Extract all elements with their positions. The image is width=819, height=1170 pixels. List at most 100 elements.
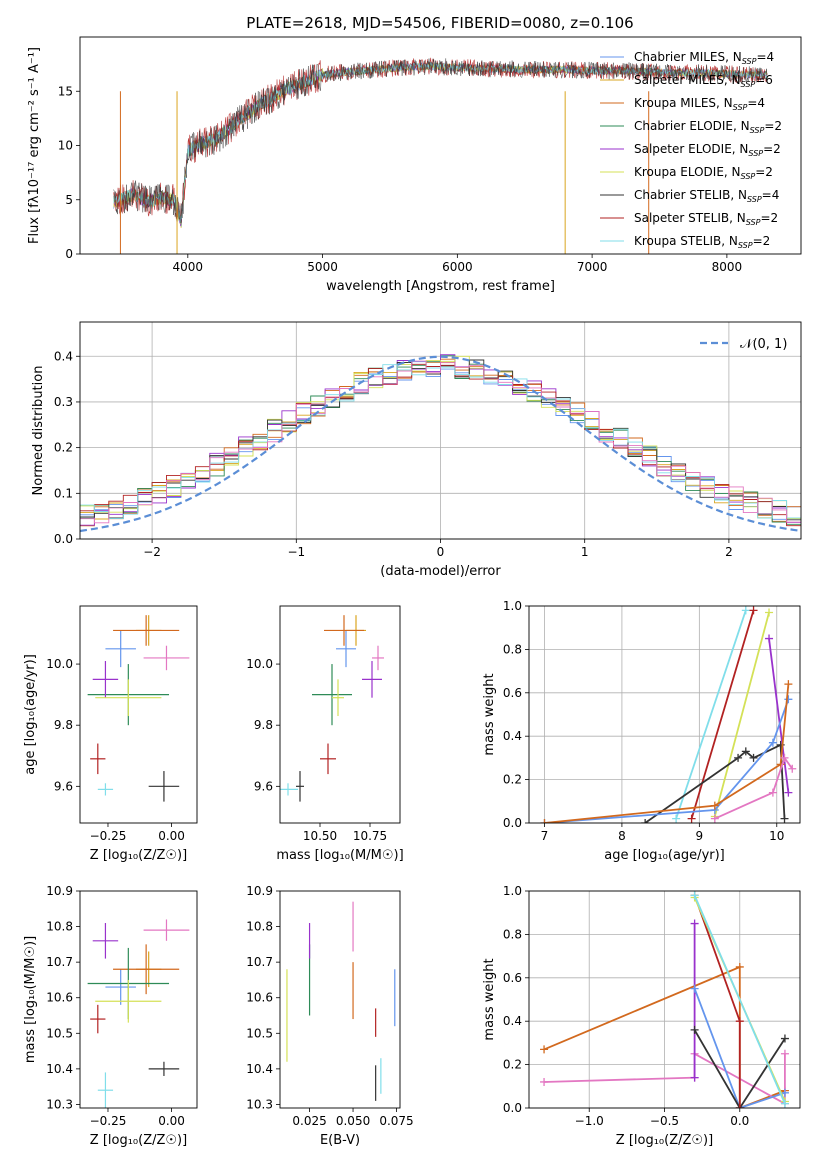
y-tick-label: 10.4 [46,1062,73,1076]
legend-label-sub: SSP [741,80,756,89]
y-tick-label: 9.6 [254,779,273,793]
error-bar-point [97,1072,114,1108]
weight-marker [672,814,681,823]
y-tick-label: 10.9 [246,884,273,898]
weight-marker [768,788,777,797]
x-axis-label: Z [log₁₀(Z/Z☉)] [90,1133,187,1148]
weight-marker [784,788,793,797]
y-tick-label: 0.8 [503,927,522,941]
x-tick-label: −2 [143,545,161,559]
weight-marker [780,1049,789,1058]
weight-marker [784,695,793,704]
y-tick-label: 0.1 [54,486,73,500]
legend-label-sub: SSP [738,241,753,250]
error-bar-point [113,944,180,995]
spectrum-line [113,58,768,224]
y-tick-label: 0.4 [503,1014,522,1028]
error-bar-point [148,771,180,802]
x-axis-label: E(B-V) [320,1133,360,1148]
legend-label-sub: SSP [746,218,761,227]
legend-label-text: Kroupa STELIB, N [634,234,738,248]
y-tick-label: 0 [65,247,73,261]
error-bar-point [92,923,119,959]
weight-line [693,894,786,1105]
panel-weight-vs-age: 7 8 9 10 0.0 0.2 0.4 0.6 0.8 1.0 age [log₁₀(age/yr… [482,599,801,863]
plot-frame [528,890,801,1109]
y-tick-label: 10.6 [46,991,73,1005]
y-tick-label: 0.2 [54,441,73,455]
legend-label: Salpeter MILES, NSSP=6 [634,73,773,89]
panel-mass-vs-Z: −0.25 0.00 10.3 10.4 10.5 10.6 10.7 10.8 10.9 Z [… [23,884,198,1148]
plot-area [80,354,801,533]
error-bar-point [148,1061,180,1076]
plot-area [280,615,384,802]
panel-residuals: −2 −1 0 1 2 0.0 0.1 0.2 0.3 0.4 (data-model)/error… [31,321,802,579]
error-bar-point [362,661,382,698]
legend-label-text: Chabrier STELIB, N [634,188,747,202]
x-tick-label: 8 [618,829,626,843]
legend-label-post: =4 [756,50,774,64]
plot-frame [79,321,802,540]
legend-label-text: Chabrier ELODIE, N [634,119,750,133]
y-axis-label: mass [log₁₀(M/M☉)] [23,936,38,1063]
x-tick-label: 8000 [712,260,743,274]
legend-label: Kroupa MILES, NSSP=4 [634,96,765,112]
error-bar-point [372,645,384,671]
y-tick-label: 10.5 [246,1026,273,1040]
weight-line [544,698,790,823]
x-tick-label: 10.75 [353,829,387,843]
y-tick-label: 0.0 [503,816,522,830]
legend-label-text: Kroupa MILES, N [634,96,733,110]
x-tick-label: −0.25 [90,1114,127,1128]
weight-marker [710,814,719,823]
x-tick-label: 7 [541,829,549,843]
y-tick-label: 10.8 [246,920,273,934]
y-axis-label: Normed distribution [31,366,46,496]
x-tick-label: 2 [725,545,733,559]
plot-area [286,901,396,1101]
y-tick-label: 0.4 [503,729,522,743]
y-tick-label: 10.9 [46,884,73,898]
panel-weight-vs-Z: −1.0 −0.5 0.0 0.0 0.2 0.4 0.6 0.8 1.0 Z [log₁₀(Z/… [482,884,801,1148]
error-bar-point [324,615,364,646]
y-tick-label: 10 [58,139,73,153]
x-tick-label: −0.5 [650,1114,679,1128]
error-bar-point [92,661,119,698]
y-tick-label: 10.7 [246,955,273,969]
legend-label-sub: SSP [733,103,748,112]
legend-label-text: Salpeter MILES, N [634,73,741,87]
y-tick-label: 10.5 [46,1026,73,1040]
y-tick-label: 10.6 [246,991,273,1005]
legend-label-post: =2 [764,119,782,133]
error-bar-point [113,615,180,646]
weight-marker [780,1034,789,1043]
histogram-step [80,360,801,524]
legend-label-sub: SSP [741,172,756,181]
error-bar-point [143,919,190,941]
error-bar-point [90,743,106,775]
plot-frame [528,605,801,824]
error-bar-point [105,969,136,1005]
y-tick-label: 0.6 [503,971,522,985]
weight-line [544,684,790,823]
weight-marker [765,634,774,643]
y-tick-label: 0.6 [503,686,522,700]
y-tick-label: 0.3 [54,395,73,409]
weight-marker [540,819,549,823]
x-axis-label: Z [log₁₀(Z/Z☉)] [616,1133,713,1148]
weight-marker [710,801,719,810]
weight-marker [749,606,758,615]
error-bar-point [143,645,190,671]
legend-label-text: Chabrier MILES, N [634,50,742,64]
plot-area [540,606,797,823]
weight-marker [780,814,789,823]
weight-marker [540,1045,549,1054]
legend-label-post: =2 [753,234,771,248]
error-bar-point [105,630,136,668]
y-axis-label: age [log₁₀(age/yr)] [23,654,38,775]
y-tick-label: 0.2 [503,773,522,787]
error-bar-point [336,630,356,668]
weight-marker [690,984,699,993]
error-bar-point [332,679,344,717]
